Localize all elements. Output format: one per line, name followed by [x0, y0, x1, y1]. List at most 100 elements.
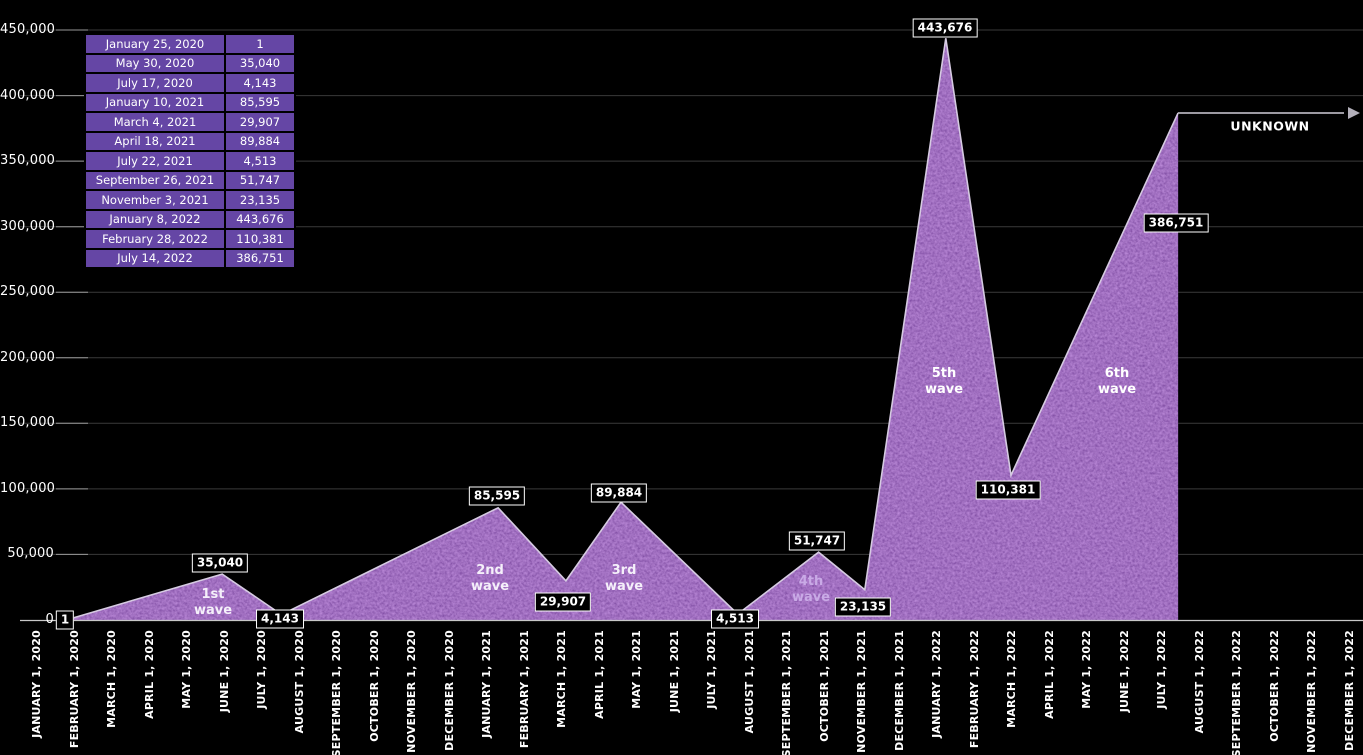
value-label: 110,381: [975, 480, 1041, 500]
table-value-cell: 35,040: [224, 52, 296, 74]
table-row: July 14, 2022 386,751: [84, 247, 296, 269]
wave-label: 4th wave: [791, 574, 831, 605]
x-tick-label: JANUARY 1, 2020: [30, 630, 44, 738]
table-row: November 3, 2021 23,135: [84, 189, 296, 211]
value-label: 29,907: [534, 592, 592, 612]
y-tick-label: 200,000: [0, 349, 56, 365]
x-tick-label: SEPTEMBER 1, 2021: [780, 630, 794, 755]
table-row: July 17, 2020 4,143: [84, 72, 296, 94]
value-label: 51,747: [788, 531, 846, 551]
value-label: 443,676: [912, 18, 978, 38]
value-label: 386,751: [1143, 213, 1209, 233]
table-value-cell: 443,676: [224, 208, 296, 230]
x-tick-label: JULY 1, 2020: [255, 630, 269, 709]
wave-label: 1st wave: [193, 587, 233, 618]
table-row: January 8, 2022 443,676: [84, 208, 296, 230]
x-tick-label: SEPTEMBER 1, 2022: [1230, 630, 1244, 755]
wave-label: 6th wave: [1097, 366, 1137, 397]
table-value-cell: 23,135: [224, 189, 296, 211]
value-label: 4,143: [256, 609, 304, 629]
x-tick-label: NOVEMBER 1, 2022: [1305, 630, 1319, 753]
y-axis: 0 50,000 100,000 150,000 200,000 250,000 300,0…: [0, 0, 56, 755]
table-row: April 18, 2021 89,884: [84, 130, 296, 152]
table-row: January 25, 2020 1: [84, 33, 296, 55]
value-label: 23,135: [834, 597, 892, 617]
x-tick-label: NOVEMBER 1, 2020: [405, 630, 419, 753]
table-row: September 26, 2021 51,747: [84, 169, 296, 191]
x-tick-label: NOVEMBER 1, 2021: [855, 630, 869, 753]
table-value-cell: 1: [224, 33, 296, 55]
data-table: January 25, 2020 1 May 30, 2020 35,040 July …: [84, 33, 296, 269]
series-line: [65, 38, 1179, 621]
x-tick-label: AUGUST 1, 2021: [742, 630, 756, 734]
table-value-cell: 4,143: [224, 72, 296, 94]
x-tick-label: AUGUST 1, 2022: [1192, 630, 1206, 734]
value-label: 89,884: [590, 483, 648, 503]
table-value-cell: 51,747: [224, 169, 296, 191]
table-date-cell: July 14, 2022: [84, 247, 226, 269]
table-row: January 10, 2021 85,595: [84, 91, 296, 113]
x-tick-label: AUGUST 1, 2020: [292, 630, 306, 734]
x-tick-label: JANUARY 1, 2022: [930, 630, 944, 738]
data-table-body: January 25, 2020 1 May 30, 2020 35,040 July …: [84, 33, 296, 269]
table-date-cell: February 28, 2022: [84, 228, 226, 250]
x-tick-label: MAY 1, 2021: [630, 630, 644, 709]
x-tick-label: FEBRUARY 1, 2020: [67, 630, 81, 749]
x-tick-label: JULY 1, 2022: [1155, 630, 1169, 709]
y-tick-label: 300,000: [0, 218, 56, 234]
y-tick-label: 150,000: [0, 415, 56, 431]
x-tick-label: OCTOBER 1, 2021: [817, 630, 831, 742]
x-tick-label: MAY 1, 2020: [180, 630, 194, 709]
x-tick-label: DECEMBER 1, 2020: [442, 630, 456, 751]
y-tick-label: 450,000: [0, 22, 56, 37]
x-tick-label: JULY 1, 2021: [705, 630, 719, 709]
x-tick-label: FEBRUARY 1, 2021: [517, 630, 531, 749]
unknown-arrow: [1178, 107, 1360, 119]
table-date-cell: January 25, 2020: [84, 33, 226, 55]
table-value-cell: 386,751: [224, 247, 296, 269]
y-tick-label: 350,000: [0, 153, 56, 169]
table-date-cell: November 3, 2021: [84, 189, 226, 211]
x-tick-label: APRIL 1, 2021: [592, 630, 606, 719]
x-tick-label: MARCH 1, 2021: [555, 630, 569, 728]
table-value-cell: 29,907: [224, 111, 296, 133]
table-date-cell: January 10, 2021: [84, 91, 226, 113]
x-tick-label: JUNE 1, 2021: [667, 630, 681, 713]
unknown-label: UNKNOWN: [1230, 118, 1310, 134]
table-date-cell: July 17, 2020: [84, 72, 226, 94]
x-tick-label: SEPTEMBER 1, 2020: [330, 630, 344, 755]
x-tick-label: FEBRUARY 1, 2022: [967, 630, 981, 749]
value-label: 4,513: [711, 609, 759, 629]
table-value-cell: 85,595: [224, 91, 296, 113]
table-date-cell: March 4, 2021: [84, 111, 226, 133]
x-tick-label: DECEMBER 1, 2021: [892, 630, 906, 751]
y-tick-label: 400,000: [0, 87, 56, 103]
wave-label: 5th wave: [924, 366, 964, 397]
table-row: July 22, 2021 4,513: [84, 150, 296, 172]
table-date-cell: January 8, 2022: [84, 208, 226, 230]
value-label: 1: [55, 610, 75, 630]
x-tick-label: JANUARY 1, 2021: [480, 630, 494, 738]
y-tick-label: 0: [45, 612, 54, 627]
value-label: 35,040: [191, 553, 249, 573]
value-label: 85,595: [468, 486, 526, 506]
table-value-cell: 110,381: [224, 228, 296, 250]
wave-label: 3rd wave: [604, 563, 644, 594]
x-tick-label: APRIL 1, 2022: [1042, 630, 1056, 719]
table-row: March 4, 2021 29,907: [84, 111, 296, 133]
x-tick-label: OCTOBER 1, 2022: [1267, 630, 1281, 742]
table-date-cell: May 30, 2020: [84, 52, 226, 74]
x-tick-label: APRIL 1, 2020: [142, 630, 156, 719]
x-tick-label: MAY 1, 2022: [1080, 630, 1094, 709]
x-tick-label: MARCH 1, 2022: [1005, 630, 1019, 728]
y-tick-label: 100,000: [0, 480, 56, 496]
x-tick-label: MARCH 1, 2020: [105, 630, 119, 728]
y-tick-label: 50,000: [7, 546, 54, 562]
table-date-cell: April 18, 2021: [84, 130, 226, 152]
table-date-cell: July 22, 2021: [84, 150, 226, 172]
x-tick-label: OCTOBER 1, 2020: [367, 630, 381, 742]
wave-label: 2nd wave: [470, 563, 510, 594]
y-tick-label: 250,000: [0, 284, 56, 300]
table-row: February 28, 2022 110,381: [84, 228, 296, 250]
